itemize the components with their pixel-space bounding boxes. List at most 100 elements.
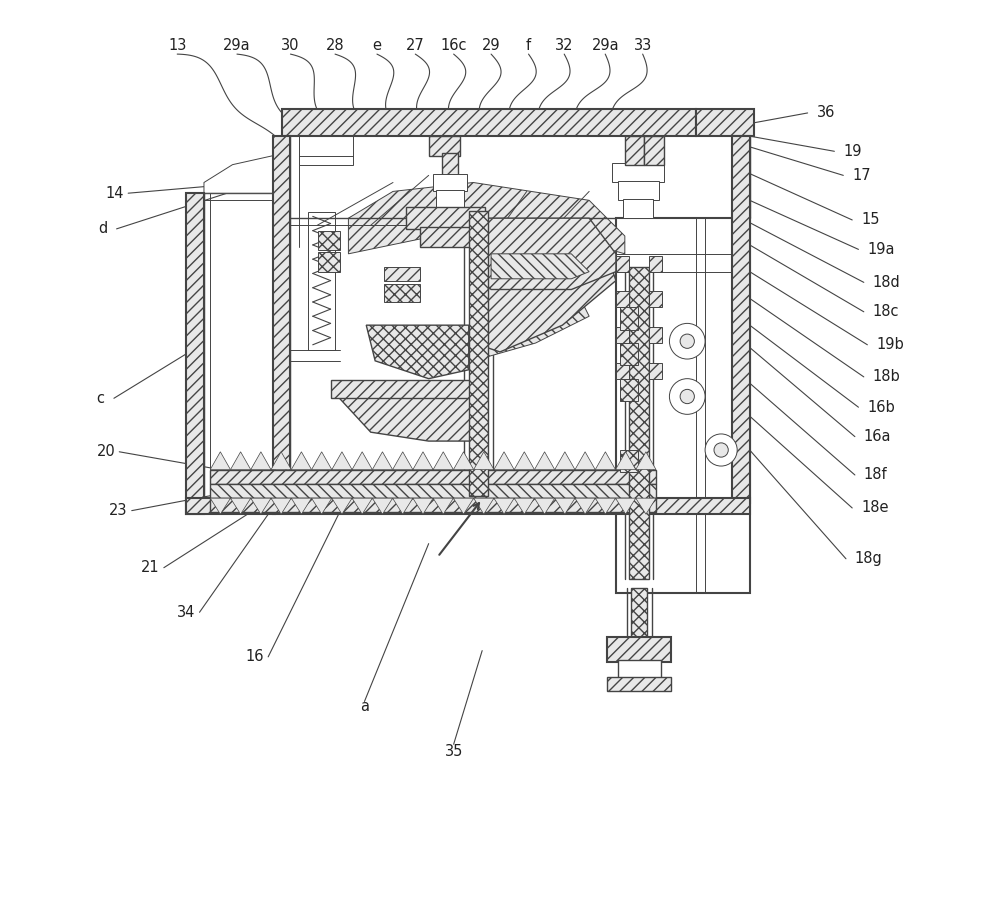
Polygon shape: [372, 498, 393, 514]
Polygon shape: [251, 498, 271, 514]
Bar: [442, 153, 458, 176]
Text: 34: 34: [177, 605, 195, 620]
Bar: [616, 256, 629, 272]
Circle shape: [669, 379, 705, 414]
Polygon shape: [494, 452, 514, 470]
Bar: [649, 256, 662, 272]
Text: 18d: 18d: [873, 274, 900, 290]
Bar: [620, 343, 638, 365]
Polygon shape: [332, 498, 352, 514]
Text: 18e: 18e: [861, 500, 889, 516]
Polygon shape: [474, 498, 494, 514]
Text: 19: 19: [843, 144, 862, 158]
Polygon shape: [616, 498, 636, 514]
Text: 16b: 16b: [867, 400, 895, 415]
Polygon shape: [312, 498, 332, 514]
Bar: [273, 498, 750, 514]
Polygon shape: [413, 498, 433, 514]
Text: a: a: [360, 699, 369, 715]
Text: c: c: [97, 391, 105, 406]
Polygon shape: [473, 290, 589, 361]
Polygon shape: [210, 452, 230, 470]
Bar: [186, 498, 275, 514]
Circle shape: [714, 443, 728, 457]
Bar: [186, 194, 204, 514]
Polygon shape: [514, 498, 534, 514]
Polygon shape: [555, 498, 575, 514]
Polygon shape: [210, 498, 230, 514]
Text: 29a: 29a: [591, 38, 619, 53]
Text: 29a: 29a: [223, 38, 251, 53]
Bar: [469, 211, 488, 497]
Polygon shape: [204, 156, 273, 194]
Text: 33: 33: [634, 38, 652, 53]
Polygon shape: [332, 452, 352, 470]
Polygon shape: [494, 498, 514, 514]
Polygon shape: [595, 452, 616, 470]
Bar: [612, 163, 664, 183]
Bar: [616, 292, 629, 307]
Bar: [616, 218, 750, 593]
Polygon shape: [291, 452, 312, 470]
Polygon shape: [555, 452, 575, 470]
Text: 13: 13: [168, 38, 186, 53]
Bar: [644, 136, 664, 165]
Polygon shape: [372, 452, 393, 470]
Text: 15: 15: [861, 212, 880, 228]
Bar: [732, 136, 750, 503]
Polygon shape: [514, 452, 534, 470]
Bar: [631, 589, 647, 637]
Bar: [429, 136, 460, 156]
Bar: [649, 292, 662, 307]
Text: 17: 17: [852, 168, 871, 183]
Polygon shape: [473, 218, 616, 290]
Text: 18f: 18f: [864, 467, 887, 482]
Text: 18b: 18b: [873, 369, 900, 384]
Bar: [649, 363, 662, 379]
Bar: [433, 174, 467, 192]
Bar: [623, 199, 653, 218]
Polygon shape: [230, 498, 251, 514]
Polygon shape: [271, 498, 291, 514]
Bar: [616, 363, 629, 379]
Text: d: d: [99, 221, 108, 237]
Bar: [299, 136, 353, 165]
Text: 14: 14: [106, 185, 124, 201]
Polygon shape: [352, 452, 372, 470]
Text: 18c: 18c: [873, 304, 899, 320]
Polygon shape: [453, 498, 474, 514]
Polygon shape: [291, 498, 312, 514]
Bar: [210, 499, 656, 512]
Text: 32: 32: [555, 38, 573, 53]
Polygon shape: [230, 452, 251, 470]
Polygon shape: [491, 254, 589, 279]
Bar: [629, 267, 649, 580]
Text: 16a: 16a: [864, 429, 891, 444]
Text: 21: 21: [141, 560, 160, 575]
Text: 23: 23: [109, 503, 128, 518]
Polygon shape: [473, 245, 616, 352]
Bar: [618, 181, 659, 201]
Polygon shape: [433, 498, 453, 514]
Polygon shape: [348, 183, 625, 254]
Bar: [436, 190, 464, 210]
Polygon shape: [366, 325, 469, 379]
Polygon shape: [352, 498, 372, 514]
Circle shape: [705, 434, 737, 466]
Polygon shape: [575, 452, 595, 470]
Bar: [620, 307, 638, 329]
Bar: [318, 252, 340, 272]
Bar: [696, 110, 754, 136]
Bar: [331, 381, 473, 399]
Polygon shape: [393, 498, 413, 514]
Bar: [618, 661, 660, 680]
Bar: [625, 136, 644, 165]
Polygon shape: [251, 452, 271, 470]
Text: 18g: 18g: [855, 552, 883, 566]
Polygon shape: [474, 452, 494, 470]
Bar: [620, 379, 638, 401]
Bar: [384, 267, 420, 281]
Bar: [210, 470, 656, 484]
Bar: [616, 327, 629, 343]
Bar: [384, 284, 420, 302]
